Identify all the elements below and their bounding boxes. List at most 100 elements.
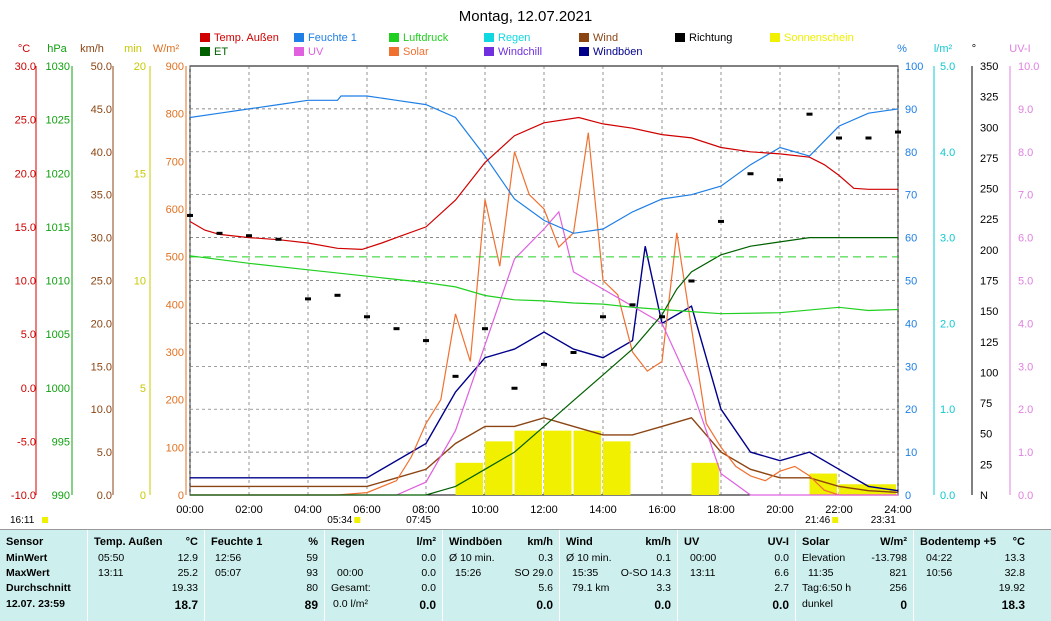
axis-tick-label: 20.0 — [91, 318, 112, 330]
legend-swatch — [770, 33, 780, 42]
series-line — [189, 95, 899, 234]
legend-label: Sonnenschein — [784, 32, 854, 44]
direction-mark — [452, 374, 459, 378]
direction-mark — [570, 351, 577, 354]
stats-sensor-col: Sensor MinWert MaxWert Durchschnitt 12.0… — [0, 530, 88, 621]
axis-solar: 900 800 700 600 500 400 300 200 100 0 W/m² — [153, 43, 184, 502]
axis-tick-label: 600 — [166, 204, 184, 216]
axis-unit-label: l/m² — [934, 43, 953, 55]
sunset-time: 21:46 — [805, 515, 830, 526]
series-luftdruck — [189, 255, 899, 315]
axis-tick-label: 25.0 — [15, 115, 36, 127]
stats-gust-col: Windböen km/h Ø 10 min. 0.3 15:26 SO 29.0 5… — [443, 530, 560, 621]
soil-max: 32.8 — [1004, 567, 1025, 579]
direction-mark — [777, 178, 783, 182]
direction-mark — [482, 327, 488, 331]
temp-avg: 19.33 — [171, 582, 198, 594]
solar-max: 821 — [889, 567, 907, 579]
sunrise-time-2: 07:45 — [406, 515, 431, 526]
direction-mark — [895, 130, 901, 134]
direction-mark — [629, 303, 636, 307]
series-solar — [190, 132, 898, 496]
direction-mark — [718, 219, 724, 223]
soil-header: Bodentemp +5 — [920, 536, 997, 548]
sun-marker — [832, 517, 839, 523]
legend-swatch — [294, 47, 304, 56]
axis-tick-label: 1025 — [46, 115, 70, 127]
axis-tick-label: 800 — [166, 109, 184, 121]
soil-unit: °C — [1012, 536, 1025, 548]
series-wind — [190, 417, 899, 494]
axis-tick-label: 150 — [980, 306, 998, 318]
legend-label: Windböen — [593, 46, 643, 58]
axis-sun: 20 15 10 5 0 min — [124, 43, 146, 502]
axis-tick-label: 0 — [178, 490, 184, 502]
rain-row4-label: 0.0 l/m² — [333, 598, 369, 610]
solar-current: 0 — [900, 598, 907, 612]
x-tick-label: 16:00 — [648, 504, 676, 516]
legend-swatch — [294, 33, 304, 42]
x-tick-label: 10:00 — [471, 504, 499, 516]
sunshine-bar — [573, 430, 601, 495]
x-tick-label: 20:00 — [766, 504, 794, 516]
legend-label: Temp. Außen — [214, 32, 279, 44]
series-line — [189, 116, 898, 251]
direction-mark — [246, 234, 252, 238]
x-axis: 00:00 02:00 04:00 06:00 08:00 10:00 12:00 14:00… — [176, 504, 912, 516]
axis-tick-label: 20.0 — [15, 168, 36, 180]
axis-tick-label: 0.0 — [97, 490, 112, 502]
series-line — [190, 210, 898, 496]
legend-label: Regen — [498, 32, 530, 44]
legend-swatch — [579, 33, 589, 42]
axis-tick-label: 7.0 — [1018, 190, 1033, 202]
axis-tick-label: -5.0 — [17, 436, 36, 448]
axis-tick-label: 5.0 — [97, 447, 112, 459]
wind-header: Wind — [566, 536, 593, 548]
chart-title: Montag, 12.07.2021 — [458, 8, 593, 25]
wind-avg-value: 0.1 — [656, 552, 671, 564]
axis-tick-label: 0 — [905, 490, 911, 502]
soil-max-time: 10:56 — [926, 567, 953, 579]
series-line — [190, 246, 899, 492]
temp-header: Temp. Außen — [94, 536, 163, 548]
axis-tick-label: 500 — [166, 252, 184, 264]
axis-tick-label: 20 — [134, 61, 146, 73]
row-label-avg: Durchschnitt — [6, 582, 71, 594]
hum-min: 59 — [306, 552, 318, 564]
axis-direction: 350 325 300 275 250 225 200 175 150 125 100 75 50 25 N… — [972, 43, 999, 502]
weather-chart: 00:00 02:00 04:00 06:00 08:00 10:00 12:00 14:00… — [10, 32, 1039, 526]
direction-mark — [600, 315, 606, 319]
axis-tick-label: 3.0 — [1018, 361, 1033, 373]
axis-tick-label: 25.0 — [91, 276, 112, 288]
legend-swatch — [579, 47, 589, 56]
series-sonnenschein — [455, 430, 896, 495]
axis-unit-label: km/h — [80, 43, 104, 55]
direction-mark — [688, 279, 695, 283]
axis-tick-label: 995 — [52, 436, 70, 448]
axis-tick-label: 10.0 — [91, 404, 112, 416]
series-et — [190, 237, 898, 496]
axis-pressure: 1030 1025 1020 1015 1010 1005 1000 995 990 hPa — [46, 43, 70, 502]
sunshine-bar — [691, 462, 719, 495]
temp-max: 25.2 — [177, 567, 198, 579]
x-tick-label: 00:00 — [176, 504, 204, 516]
axis-tick-label: 1.0 — [940, 404, 955, 416]
axis-tick-label: 90 — [905, 104, 917, 116]
axis-tick-label: 0 — [140, 490, 146, 502]
series-richtung — [187, 112, 901, 390]
series-line — [190, 237, 898, 496]
axis-tick-label: 60 — [905, 233, 917, 245]
sunshine-bar — [514, 430, 542, 495]
uv-max: 6.6 — [774, 567, 789, 579]
axis-tick-label: 1010 — [46, 276, 70, 288]
soil-min-time: 04:22 — [926, 552, 953, 564]
axis-tick-label: 30.0 — [15, 61, 36, 73]
axis-tick-label: 50.0 — [91, 61, 112, 73]
axis-tick-label: 300 — [980, 122, 998, 134]
legend-label: Luftdruck — [403, 32, 449, 44]
legend-swatch — [484, 47, 494, 56]
axis-tick-label: 8.0 — [1018, 147, 1033, 159]
axis-unit-label: °C — [18, 43, 30, 55]
axis-unit-label: % — [897, 43, 907, 55]
wind-unit: km/h — [645, 536, 671, 548]
